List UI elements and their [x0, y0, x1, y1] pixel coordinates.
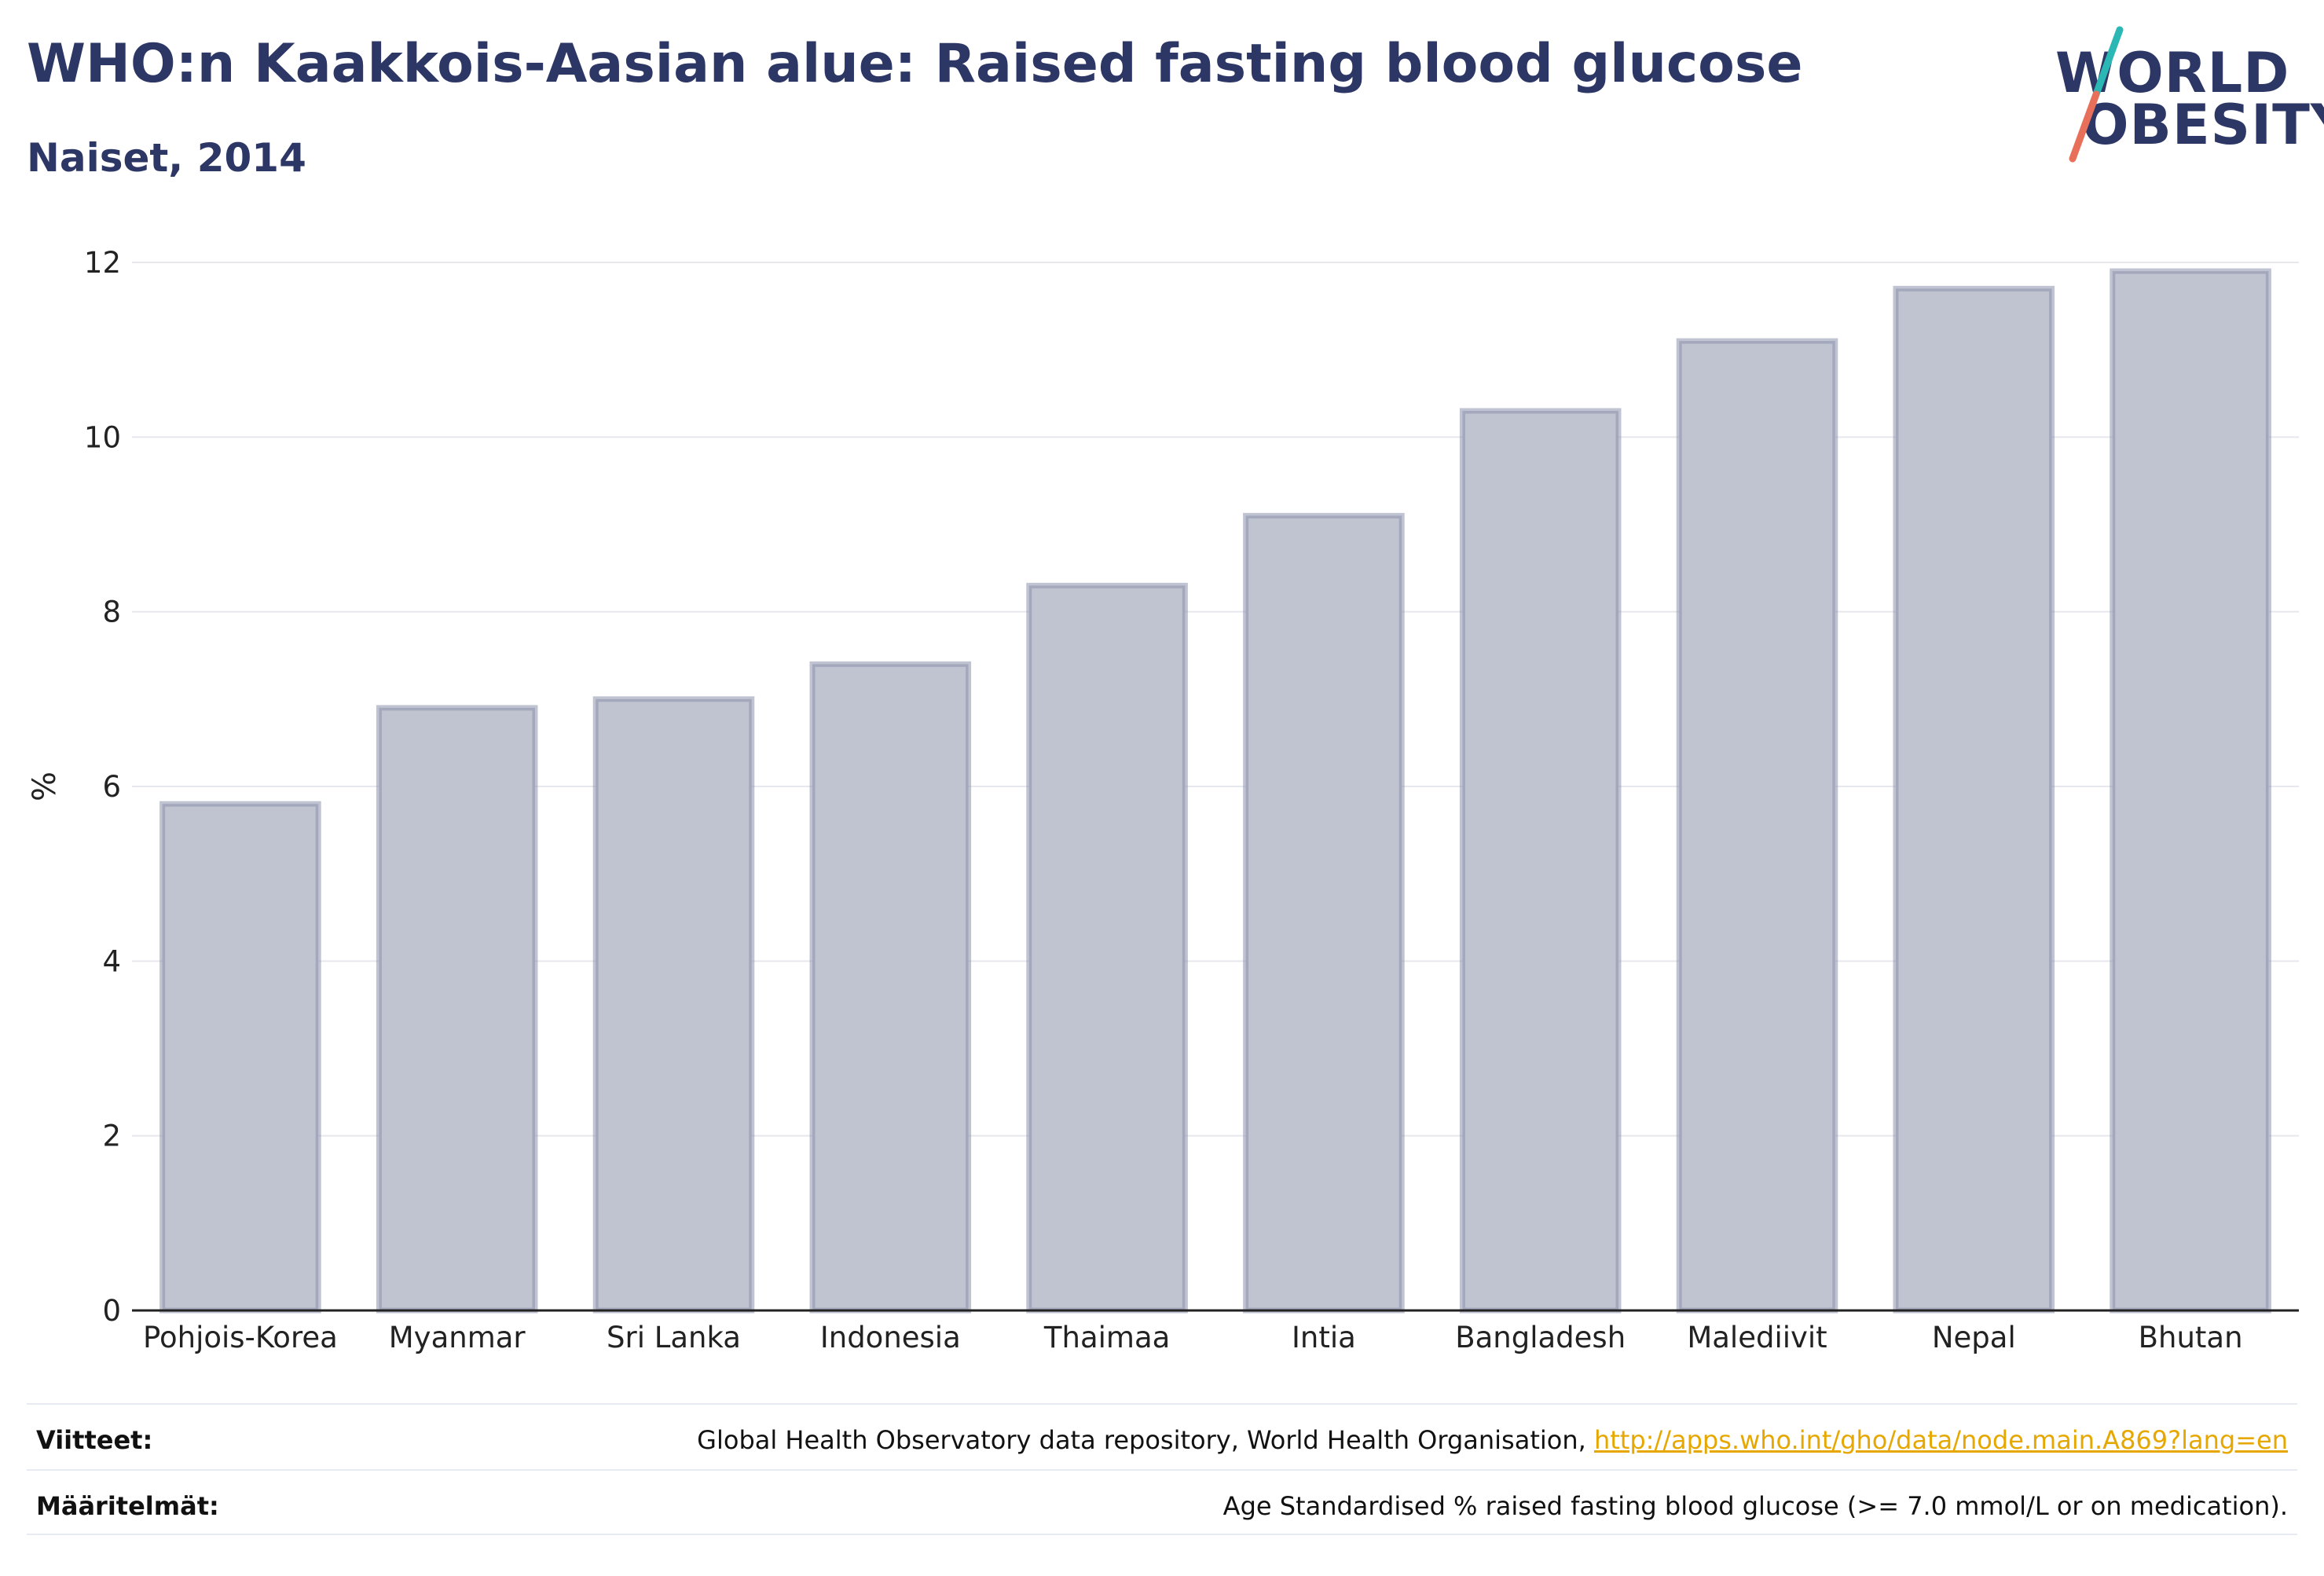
x-tick-label: Malediivit: [1687, 1321, 1827, 1354]
bar: [809, 661, 972, 1314]
y-tick-label: 0: [102, 1294, 121, 1328]
definitions-text: Age Standardised % raised fasting blood …: [1222, 1491, 2288, 1521]
bar: [1243, 512, 1405, 1314]
bar: [376, 705, 538, 1314]
bar: [1676, 338, 1838, 1314]
x-tick-label: Sri Lanka: [607, 1321, 741, 1354]
x-tick-label: Indonesia: [820, 1321, 961, 1354]
bar: [1893, 285, 2055, 1314]
bar: [159, 801, 321, 1314]
bar-chart: 0 2 4 6 8 10 12% Pohjois-Korea Myanmar Sri Lanka I…: [27, 246, 2299, 1354]
x-tick-label: Intia: [1292, 1321, 1356, 1354]
world-obesity-logo: WORLD OBESITY: [2043, 16, 2324, 173]
x-tick-label: Bangladesh: [1455, 1321, 1626, 1354]
definitions-label: Määritelmät:: [36, 1491, 219, 1521]
bar: [592, 696, 755, 1314]
chart-subtitle: Naiset, 2014: [27, 135, 306, 181]
bar: [2110, 268, 2271, 1314]
sources-label: Viitteet:: [36, 1425, 153, 1455]
y-tick-label: 8: [102, 596, 121, 629]
y-tick-label: 2: [102, 1120, 121, 1153]
logo-text-obesity: OBESITY: [2082, 93, 2324, 157]
chart-title: WHO:n Kaakkois-Aasian alue: Raised fasti…: [27, 33, 1803, 95]
y-tick-label: 6: [102, 770, 121, 804]
sources-text: Global Health Observatory data repositor…: [697, 1425, 2288, 1455]
y-tick-label: 12: [84, 246, 121, 280]
x-tick-label: Myanmar: [389, 1321, 526, 1354]
x-tick-label: Pohjois-Korea: [143, 1321, 338, 1354]
y-axis-label: %: [27, 772, 63, 801]
x-tick-label: Thaimaa: [1043, 1321, 1170, 1354]
logo-slash-icon: [2069, 26, 2124, 163]
footer-divider-bottom: [27, 1534, 2297, 1535]
sources-text-body: Global Health Observatory data repositor…: [697, 1425, 1594, 1455]
bar: [1026, 582, 1188, 1314]
y-tick-label: 10: [84, 420, 121, 454]
footer-divider-top: [27, 1403, 2297, 1405]
x-tick-label: Nepal: [1932, 1321, 2016, 1354]
footer-divider-middle: [27, 1469, 2297, 1471]
bar: [1459, 408, 1622, 1314]
y-tick-label: 4: [102, 944, 121, 978]
sources-link[interactable]: http://apps.who.int/gho/data/node.main.A…: [1593, 1425, 2288, 1455]
x-tick-label: Bhutan: [2139, 1321, 2243, 1354]
